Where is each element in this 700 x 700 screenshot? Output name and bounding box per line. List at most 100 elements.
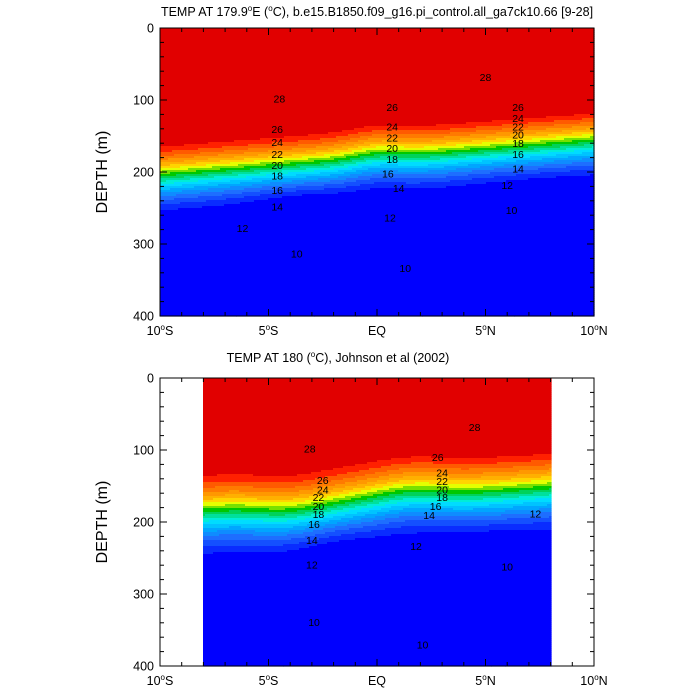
contour-band [470,148,503,151]
contour-band [203,598,292,601]
contour-band [203,530,218,533]
contour-band [358,154,375,157]
contour-band [160,304,247,307]
contour-band [473,612,524,615]
contour-band [341,458,392,461]
contour-band [203,454,366,457]
contour-band [313,488,334,491]
contour-label: 14 [271,202,283,214]
contour-band [387,470,520,473]
contour-band [286,222,329,225]
contour-band [521,568,552,571]
contour-band [203,652,294,655]
contour-band [377,490,396,493]
contour-band [270,270,335,273]
contour-band [554,102,595,105]
contour-band [404,262,491,265]
contour-band [552,144,585,147]
contour-band [330,50,443,53]
contour-band [365,514,386,517]
contour-band [203,452,376,455]
contour-band [276,158,309,161]
contour-band [160,180,167,183]
contour-band [452,292,595,295]
contour-band [392,288,459,291]
contour-band [447,472,484,475]
contour-band [574,244,595,247]
contour-band [285,508,312,511]
contour-band [242,308,355,311]
contour-band [385,588,438,591]
contour-band [368,168,457,171]
contour-band [502,128,547,131]
contour-band [351,612,474,615]
contour-band [584,144,595,147]
contour-band [332,44,441,47]
contour-band [323,490,344,493]
contour-band [400,274,477,277]
x-tick-label: EQ [368,674,386,688]
contour-band [324,154,345,157]
contour-band [196,170,227,173]
contour-band [523,502,552,505]
contour-band [203,398,210,401]
contour-band [465,620,532,623]
contour-band [335,526,364,529]
contour-band [444,56,595,59]
contour-band [364,246,415,249]
contour-band [332,38,441,41]
contour-band [302,194,443,197]
contour-band [184,160,221,163]
contour-band [203,444,354,447]
contour-band [478,150,509,153]
contour-band [299,642,380,645]
contour-band [428,170,473,173]
contour-band [264,232,353,235]
contour-band [297,646,384,649]
contour-band [383,412,552,415]
contour-label: 22 [271,149,283,161]
contour-band [537,574,552,577]
contour-band [355,616,470,619]
contour-band [180,216,259,219]
contour-band [160,222,237,225]
contour-band [511,478,552,481]
contour-band [282,256,325,259]
contour-band [489,602,508,605]
contour-band [513,438,552,441]
contour-band [332,48,443,51]
contour-band [330,100,587,103]
contour-band [273,612,324,615]
contour-band [303,464,356,467]
contour-band [514,170,571,173]
contour-band [203,632,308,635]
contour-band [298,144,335,147]
contour-band [160,160,185,163]
contour-band [522,194,595,197]
contour-band [321,470,360,473]
contour-band [450,132,497,135]
contour-band [367,628,458,631]
contour-label: 20 [436,485,448,497]
contour-band [160,246,243,249]
contour-band [334,270,371,273]
contour-band [380,170,399,173]
contour-band [564,182,595,185]
contour-band [393,484,518,487]
contour-band [160,294,255,297]
contour-band [253,486,296,489]
contour-band [330,54,445,57]
contour-band [377,512,400,515]
contour-band [484,152,515,155]
contour-band [389,650,434,653]
contour-band [357,484,376,487]
contour-band [395,654,428,657]
contour-band [252,240,363,243]
contour-band [291,598,552,601]
contour-band [334,150,353,153]
contour-band [160,34,333,37]
contour-band [443,584,552,587]
contour-band [160,200,207,203]
contour-band [331,558,378,561]
contour-band [293,650,390,653]
